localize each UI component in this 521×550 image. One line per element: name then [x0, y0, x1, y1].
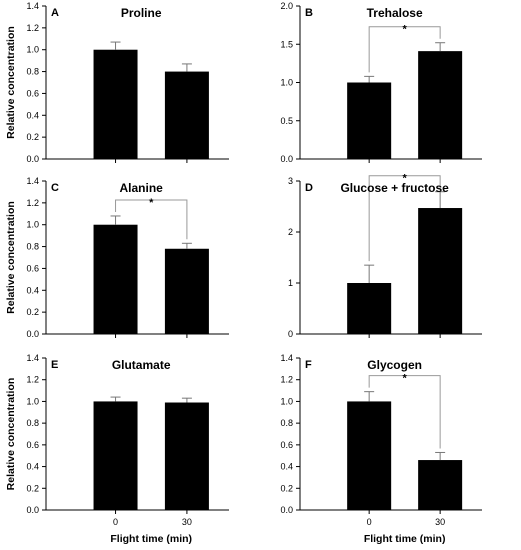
y-tick-label: 0.6 [26, 263, 39, 273]
bar [164, 402, 209, 510]
y-tick-label: 0.4 [26, 110, 39, 120]
y-tick-label: 0 [288, 329, 293, 339]
significance-marker: * [403, 373, 408, 385]
y-tick-label: 2.0 [280, 1, 293, 11]
y-tick-label: 0.4 [26, 462, 39, 472]
bar [164, 248, 209, 334]
x-tick-label: 30 [182, 517, 192, 527]
y-tick-label: 1.5 [280, 39, 293, 49]
y-axis-title: Relative concentration [5, 201, 17, 314]
significance-bracket [368, 26, 441, 73]
y-tick-label: 0.2 [280, 483, 293, 493]
significance-marker: * [403, 173, 408, 185]
panel-title: Glycogen [367, 358, 422, 372]
panel-title: Glucose + fructose [340, 181, 449, 195]
panel-letter: B [305, 7, 313, 19]
bar [418, 51, 463, 160]
y-tick-label: 0.8 [280, 418, 293, 428]
x-axis-title: Flight time (min) [364, 533, 446, 545]
y-tick-label: 0.2 [26, 132, 39, 142]
bar [93, 224, 138, 334]
y-tick-label: 0.6 [26, 440, 39, 450]
y-tick-label: 1.2 [26, 375, 39, 385]
y-tick-label: 0.6 [26, 88, 39, 98]
y-tick-label: 0.0 [26, 154, 39, 164]
y-tick-label: 0.0 [280, 154, 293, 164]
bar [418, 460, 463, 510]
panel-letter: E [51, 359, 58, 371]
panel-title: Trehalose [367, 6, 423, 20]
panel-b: 0.0 0.5 1.0 1.5 2.0 * B Trehalose [280, 1, 482, 164]
y-axis-title: Relative concentration [5, 378, 17, 491]
bar [93, 49, 138, 159]
y-tick-label: 1.2 [26, 23, 39, 33]
panel-title: Alanine [119, 181, 163, 195]
panel-title: Glutamate [112, 358, 171, 372]
y-tick-label: 0.4 [26, 285, 39, 295]
y-tick-label: 1 [288, 278, 293, 288]
y-tick-label: 0.0 [280, 505, 293, 515]
panel-letter: C [51, 182, 59, 194]
y-tick-label: 1.0 [26, 396, 39, 406]
y-tick-label: 1.2 [280, 375, 293, 385]
panel-e: 0.0 0.2 0.4 0.6 0.8 1.0 1.2 1.4 E Glutamate 0 30 Fli… [5, 353, 229, 545]
bar [164, 71, 209, 159]
y-tick-label: 1.4 [280, 353, 293, 363]
significance-bracket [115, 199, 188, 240]
y-tick-label: 1.4 [26, 1, 39, 11]
x-axis-title: Flight time (min) [110, 533, 192, 545]
panel-f: 0.0 0.2 0.4 0.6 0.8 1.0 1.2 1.4 * F Glycogen 0 30 Fli… [280, 353, 482, 545]
y-tick-label: 0.5 [280, 116, 293, 126]
y-tick-label: 1.0 [26, 220, 39, 230]
significance-marker: * [403, 24, 408, 36]
y-tick-label: 1.2 [26, 198, 39, 208]
panel-letter: F [305, 359, 312, 371]
x-tick-label: 0 [367, 517, 372, 527]
y-tick-label: 1.0 [280, 396, 293, 406]
bar [347, 401, 392, 510]
panel-d: 0 1 2 3 * D Glucose + fructose [288, 173, 482, 339]
y-tick-label: 1.4 [26, 353, 39, 363]
significance-bracket [368, 175, 441, 262]
panel-title: Proline [121, 6, 162, 20]
y-tick-label: 0.2 [26, 307, 39, 317]
y-tick-label: 3 [288, 176, 293, 186]
bar [347, 82, 392, 159]
y-axis-title: Relative concentration [5, 26, 17, 139]
x-tick-label: 0 [113, 517, 118, 527]
y-tick-label: 0.0 [26, 505, 39, 515]
bar [347, 283, 392, 334]
panel-letter: A [51, 7, 59, 19]
y-tick-label: 0.6 [280, 440, 293, 450]
y-tick-label: 1.4 [26, 176, 39, 186]
panel-c: 0.0 0.2 0.4 0.6 0.8 1.0 1.2 1.4 * C Alanine Relativ… [5, 176, 229, 339]
panel-a: 0.0 0.2 0.4 0.6 0.8 1.0 1.2 1.4 A Proline Relative… [5, 1, 229, 164]
panel-letter: D [305, 182, 313, 194]
y-tick-label: 2 [288, 227, 293, 237]
y-tick-label: 0.4 [280, 462, 293, 472]
y-tick-label: 0.0 [26, 329, 39, 339]
bar [418, 208, 463, 334]
significance-bracket [368, 375, 441, 449]
x-tick-label: 30 [435, 517, 445, 527]
y-tick-label: 0.2 [26, 483, 39, 493]
y-tick-label: 0.8 [26, 418, 39, 428]
y-tick-label: 1.0 [26, 45, 39, 55]
y-tick-label: 1.0 [280, 78, 293, 88]
y-tick-label: 0.8 [26, 67, 39, 77]
y-tick-label: 0.8 [26, 242, 39, 252]
significance-marker: * [149, 197, 154, 209]
bar [93, 401, 138, 510]
